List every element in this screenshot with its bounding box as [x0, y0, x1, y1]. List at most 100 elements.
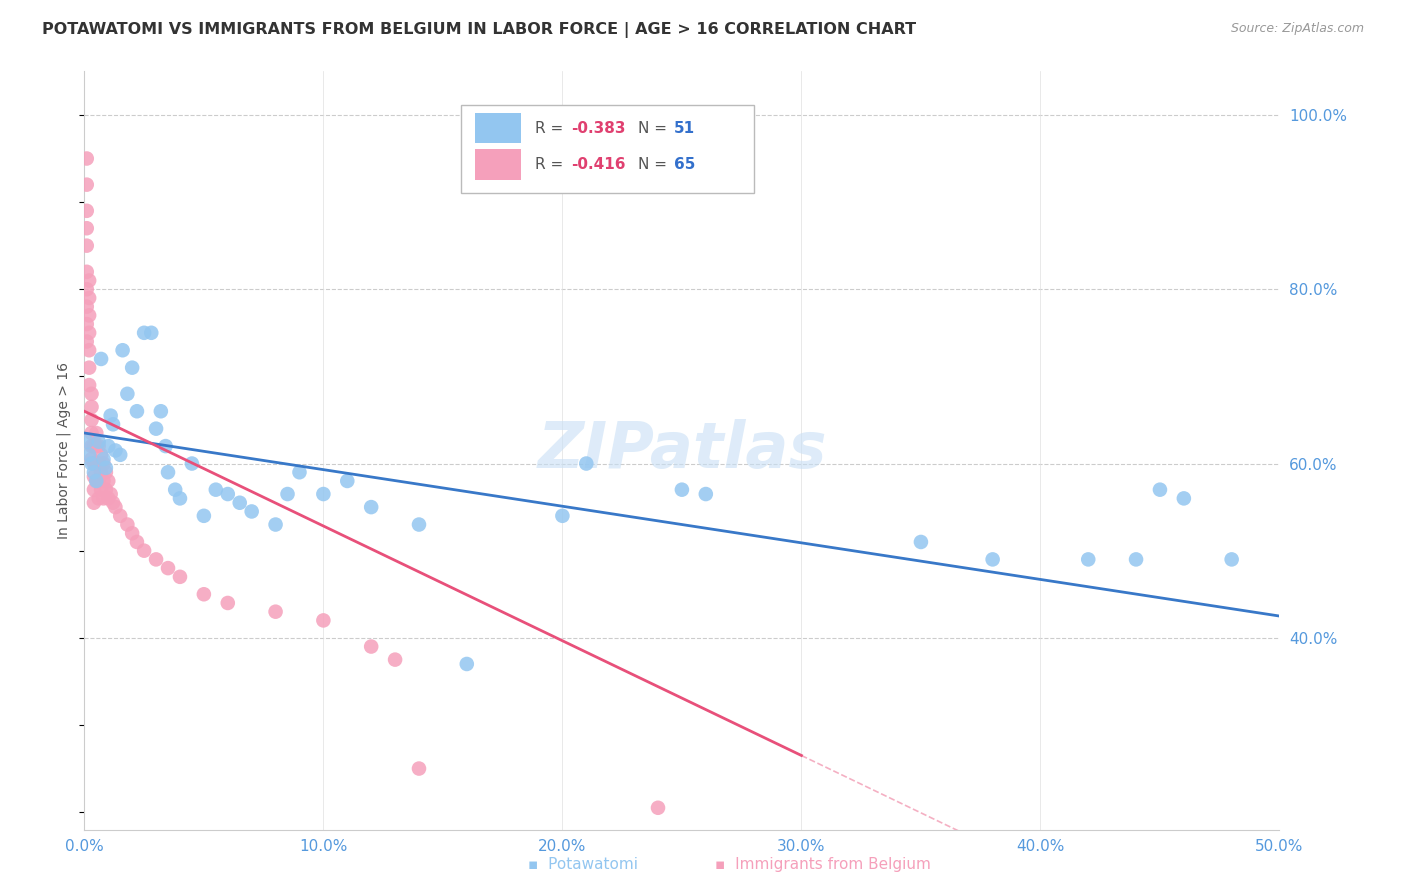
- Point: [104, 500, 127, 515]
- Point: [101, 417, 124, 432]
- Point: [90, 448, 112, 462]
- Point: [121, 526, 143, 541]
- Point: [145, 422, 167, 436]
- Point: [76, 203, 98, 218]
- Point: [80, 457, 103, 471]
- Point: [125, 535, 148, 549]
- Text: Source: ZipAtlas.com: Source: ZipAtlas.com: [1230, 22, 1364, 36]
- Point: [77, 273, 100, 287]
- Point: [90, 351, 112, 366]
- Point: [97, 474, 120, 488]
- Point: [229, 496, 252, 510]
- Point: [94, 483, 117, 497]
- Point: [80, 400, 103, 414]
- Y-axis label: In Labor Force | Age > 16: In Labor Force | Age > 16: [56, 362, 72, 539]
- Point: [87, 439, 110, 453]
- Point: [86, 457, 108, 471]
- Point: [104, 443, 127, 458]
- Text: ZIPatlas: ZIPatlas: [537, 419, 827, 482]
- Text: 51: 51: [673, 120, 695, 136]
- Point: [93, 452, 115, 467]
- Point: [86, 474, 108, 488]
- Point: [76, 178, 98, 192]
- Point: [76, 152, 98, 166]
- Text: N =: N =: [638, 157, 672, 172]
- Point: [86, 439, 108, 453]
- Point: [83, 439, 105, 453]
- Point: [87, 491, 110, 506]
- Point: [83, 469, 105, 483]
- Point: [76, 334, 98, 349]
- Point: [80, 425, 103, 440]
- Point: [671, 483, 693, 497]
- Point: [169, 491, 191, 506]
- Point: [87, 474, 110, 488]
- Point: [94, 461, 117, 475]
- Point: [312, 487, 335, 501]
- Point: [695, 487, 717, 501]
- Point: [141, 326, 163, 340]
- Point: [93, 491, 115, 506]
- Point: [76, 221, 98, 235]
- Point: [80, 413, 103, 427]
- Point: [125, 404, 148, 418]
- Point: [277, 487, 299, 501]
- Point: [77, 343, 100, 358]
- Point: [93, 457, 115, 471]
- Text: N =: N =: [638, 120, 672, 136]
- Point: [181, 457, 204, 471]
- Bar: [475, 113, 520, 144]
- Point: [90, 483, 112, 497]
- Point: [408, 517, 430, 532]
- Point: [264, 517, 287, 532]
- Point: [647, 801, 669, 815]
- Point: [1125, 552, 1147, 566]
- Point: [97, 491, 120, 506]
- Point: [312, 614, 335, 628]
- Point: [110, 508, 132, 523]
- Point: [157, 561, 180, 575]
- Point: [910, 535, 932, 549]
- Point: [83, 465, 105, 479]
- Text: POTAWATOMI VS IMMIGRANTS FROM BELGIUM IN LABOR FORCE | AGE > 16 CORRELATION CHAR: POTAWATOMI VS IMMIGRANTS FROM BELGIUM IN…: [42, 22, 917, 38]
- Point: [87, 457, 110, 471]
- Point: [80, 386, 103, 401]
- Point: [121, 360, 143, 375]
- Text: ▪  Immigrants from Belgium: ▪ Immigrants from Belgium: [714, 857, 931, 872]
- Text: ▪  Potawatomi: ▪ Potawatomi: [529, 857, 638, 872]
- Point: [110, 448, 132, 462]
- Point: [76, 317, 98, 331]
- Point: [193, 587, 215, 601]
- Point: [90, 465, 112, 479]
- Point: [408, 762, 430, 776]
- Point: [217, 596, 239, 610]
- Point: [100, 409, 122, 423]
- Point: [83, 457, 105, 471]
- Point: [76, 265, 98, 279]
- Point: [111, 343, 134, 358]
- Point: [93, 474, 115, 488]
- Point: [132, 543, 156, 558]
- Point: [100, 487, 122, 501]
- Point: [77, 326, 100, 340]
- Point: [157, 465, 180, 479]
- Point: [80, 439, 103, 453]
- Point: [360, 640, 382, 654]
- Point: [360, 500, 382, 515]
- Text: R =: R =: [534, 120, 568, 136]
- Point: [77, 378, 100, 392]
- Point: [193, 508, 215, 523]
- Bar: [461, 105, 754, 193]
- Point: [240, 504, 263, 518]
- Point: [83, 483, 105, 497]
- Text: R =: R =: [534, 157, 568, 172]
- Point: [77, 309, 100, 323]
- Point: [1149, 483, 1171, 497]
- Point: [77, 291, 100, 305]
- Point: [336, 474, 359, 488]
- Point: [165, 483, 187, 497]
- Point: [94, 465, 117, 479]
- Point: [86, 425, 108, 440]
- Point: [1077, 552, 1099, 566]
- Point: [76, 434, 98, 449]
